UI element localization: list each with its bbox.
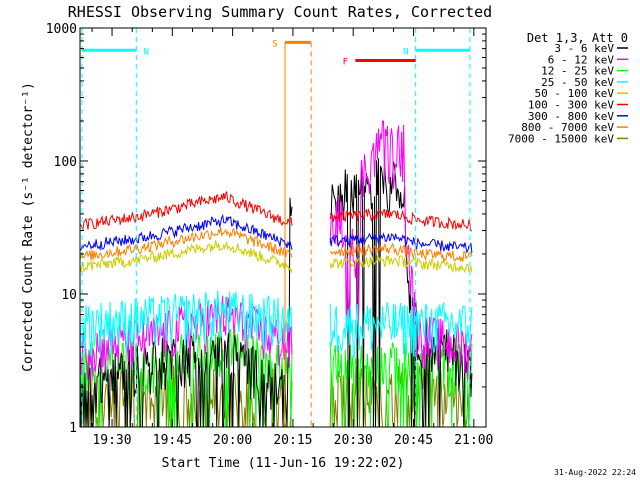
x-tick-label: 19:30 <box>92 433 131 448</box>
x-tick-label: 20:15 <box>273 433 312 448</box>
series-line <box>80 290 473 359</box>
axes: 1 10 100 1000 19:30 19:45 20:00 20:15 20:30 20:45… <box>46 22 494 448</box>
series-line <box>80 213 473 254</box>
timestamp: 31-Aug-2022 22:24 <box>554 468 636 477</box>
x-tick-label: 19:45 <box>153 433 192 448</box>
series-line <box>80 226 473 263</box>
x-tick-label: 20:30 <box>334 433 373 448</box>
y-tick-label: 10 <box>61 288 77 303</box>
chart-title: RHESSI Observing Summary Count Rates, Co… <box>68 3 492 21</box>
annotation-label: N <box>144 47 149 57</box>
legend-entry-label: 25 - 50 keV <box>541 76 614 89</box>
y-axis-label: Corrected Count Rate (s⁻¹ detector⁻¹) <box>21 82 36 372</box>
series-line <box>80 190 473 232</box>
y-tick-label: 1000 <box>46 22 77 37</box>
plot-frame <box>79 27 487 428</box>
annotation-label: F <box>343 57 348 67</box>
legend-entry-label: 3 - 6 keV <box>554 42 614 55</box>
legend-entry-label: 300 - 800 keV <box>528 110 614 123</box>
legend-entry-label: 100 - 300 keV <box>528 99 614 112</box>
series-line <box>80 240 473 274</box>
annotation-label: S <box>272 39 277 49</box>
y-tick-label: 100 <box>54 155 77 170</box>
legend-entry-label: 7000 - 15000 keV <box>508 132 614 145</box>
x-axis-label: Start Time (11-Jun-16 19:22:02) <box>162 456 405 471</box>
plot-area: N N S F <box>80 28 473 427</box>
x-tick-label: 21:00 <box>454 433 493 448</box>
y-tick-label: 1 <box>69 421 77 436</box>
x-tick-label: 20:45 <box>394 433 433 448</box>
legend-entry-label: 12 - 25 keV <box>541 65 614 78</box>
annotation-label: N <box>403 47 408 57</box>
legend-entry-label: 800 - 7000 keV <box>521 121 614 134</box>
legend-header: Det 1,3, Att 0 <box>527 31 628 45</box>
x-tick-label: 20:00 <box>213 433 252 448</box>
legend-entry-label: 50 - 100 keV <box>535 87 615 100</box>
legend-entry-label: 6 - 12 keV <box>548 53 615 66</box>
